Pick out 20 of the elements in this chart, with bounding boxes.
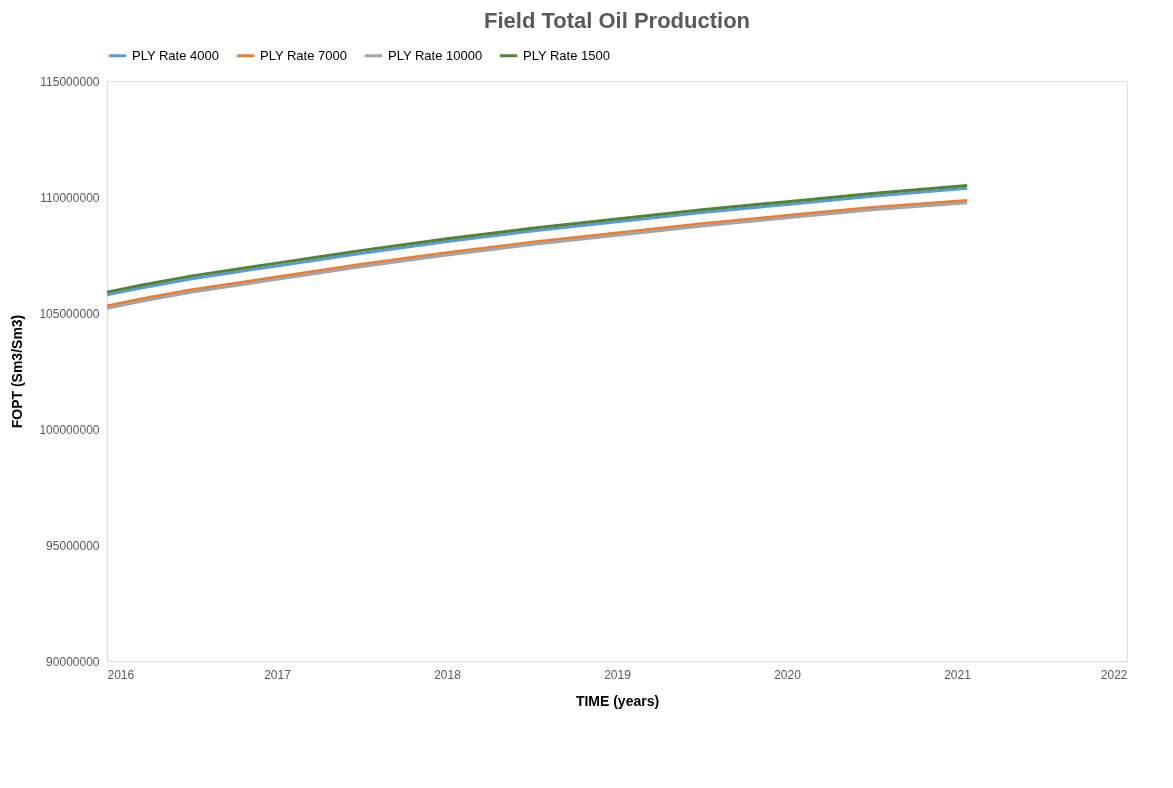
x-tick-label: 2019 <box>604 667 632 682</box>
x-tick-label: 2021 <box>944 667 972 682</box>
legend-label: PLY Rate 7000 <box>260 47 347 63</box>
chart-title: Field Total Oil Production <box>483 8 751 33</box>
legend-label: PLY Rate 1500 <box>523 47 610 63</box>
x-axis-title: TIME (years) <box>575 692 660 709</box>
y-tick-label: 100000000 <box>39 422 100 437</box>
x-tick-label: 2016 <box>107 667 135 682</box>
y-tick-label: 90000000 <box>46 654 100 669</box>
y-tick-label: 95000000 <box>46 538 100 553</box>
x-tick-label: 2017 <box>264 667 292 682</box>
y-axis-title: FOPT (Sm3/Sm3) <box>9 314 26 429</box>
legend-label: PLY Rate 10000 <box>388 47 483 63</box>
legend-label: PLY Rate 4000 <box>132 47 219 63</box>
x-tick-label: 2018 <box>434 667 462 682</box>
x-tick-label: 2020 <box>774 667 802 682</box>
y-tick-label: 115000000 <box>40 74 100 89</box>
y-tick-label: 105000000 <box>39 306 100 321</box>
x-tick-label: 2022 <box>1100 667 1128 682</box>
y-tick-label: 110000000 <box>40 190 100 205</box>
